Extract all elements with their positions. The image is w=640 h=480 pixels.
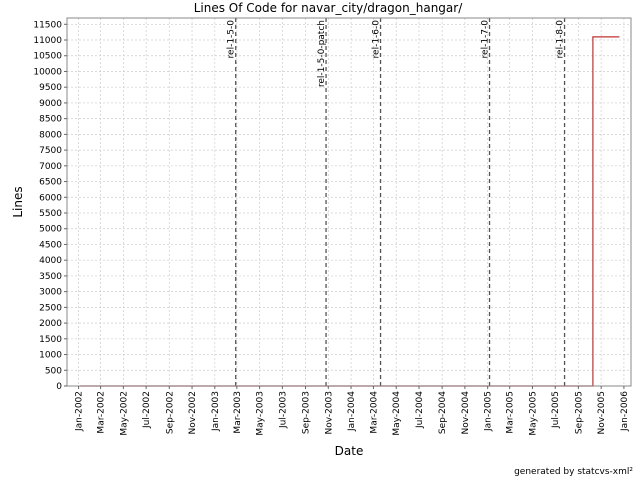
y-tick-label: 0 [56,382,62,392]
x-tick-label: Sep-2002 [165,391,175,434]
chart-title: Lines Of Code for navar_city/dragon_hang… [194,1,463,15]
x-axis-label: Date [335,444,364,458]
x-tick-label: Jul-2004 [415,391,425,429]
y-tick-label: 8000 [39,130,62,140]
y-tick-label: 2000 [39,319,62,329]
x-tick-label: Nov-2003 [324,391,334,434]
release-marker-label: rel-1-5-0 [227,20,237,59]
y-tick-label: 1500 [39,335,62,345]
x-tick-label: Sep-2003 [302,391,312,434]
x-tick-label: Jan-2003 [211,391,221,432]
x-tick-label: Mar-2003 [233,391,243,434]
x-tick-label: Jul-2005 [551,391,561,429]
y-tick-label: 7000 [39,162,62,172]
y-tick-label: 500 [45,366,62,376]
y-tick-label: 6000 [39,193,62,203]
y-tick-label: 11000 [33,36,62,46]
x-tick-label: May-2003 [256,391,266,436]
y-tick-label: 11500 [33,20,62,30]
x-tick-label: Nov-2004 [461,391,471,435]
x-tick-label: Jul-2003 [278,391,288,429]
x-tick-label: Nov-2002 [188,391,198,434]
y-tick-label: 4500 [39,240,62,250]
x-tick-label: May-2005 [528,391,538,436]
series-lines [80,36,620,387]
y-tick-label: 5500 [39,209,62,219]
x-tick-label: Jan-2004 [347,391,357,432]
y-tick-label: 4000 [39,256,62,266]
x-tick-label: Sep-2004 [438,391,448,434]
x-tick-label: Jan-2005 [484,391,494,432]
x-tick-label: May-2002 [119,391,129,436]
y-tick-label: 10500 [33,52,62,62]
y-axis-label: Lines [11,186,25,217]
release-marker-label: rel-1-5-0-patch [317,20,327,87]
x-tick-label: Jan-2002 [75,391,85,432]
x-tick-label: Jan-2006 [620,391,630,432]
y-tick-label: 9500 [39,83,62,93]
x-tick-label: Mar-2004 [369,391,379,434]
y-tick-label: 7500 [39,146,62,156]
release-marker-label: rel-1-7-0 [481,20,491,59]
x-tick-label: Sep-2005 [574,391,584,434]
y-tick-label: 5000 [39,225,62,235]
plot-area [66,17,632,387]
y-tick-label: 1000 [39,351,62,361]
series-line [80,36,620,387]
y-tick-label: 9000 [39,99,62,109]
y-tick-label: 6500 [39,178,62,188]
grid-lines [67,18,631,387]
y-tick-label: 3000 [39,288,62,298]
release-markers: rel-1-5-0 rel-1-5-0-patch rel-1-6-0 rel-1-7… [227,18,566,386]
y-tick-label: 10000 [33,67,62,77]
x-tick-label: Nov-2005 [597,391,607,434]
x-tick-label: May-2004 [392,391,402,436]
y-tick-label: 3500 [39,272,62,282]
y-axis-ticks: 0 500 1000 1500 2000 2500 3000 3500 4000 4500 5000… [33,20,67,392]
x-axis-ticks: Jan-2002 Mar-2002 May-2002 Jul-2002 Sep-2002… [75,386,630,436]
release-marker-label: rel-1-6-0 [372,20,382,59]
x-tick-label: Mar-2005 [506,391,516,434]
release-marker-label: rel-1-8-0 [556,20,566,59]
y-tick-label: 2500 [39,303,62,313]
x-tick-label: Mar-2002 [97,391,107,434]
y-tick-label: 8500 [39,115,62,125]
x-tick-label: Jul-2002 [142,391,152,429]
generator-footer: generated by statcvs-xml² [514,467,633,477]
